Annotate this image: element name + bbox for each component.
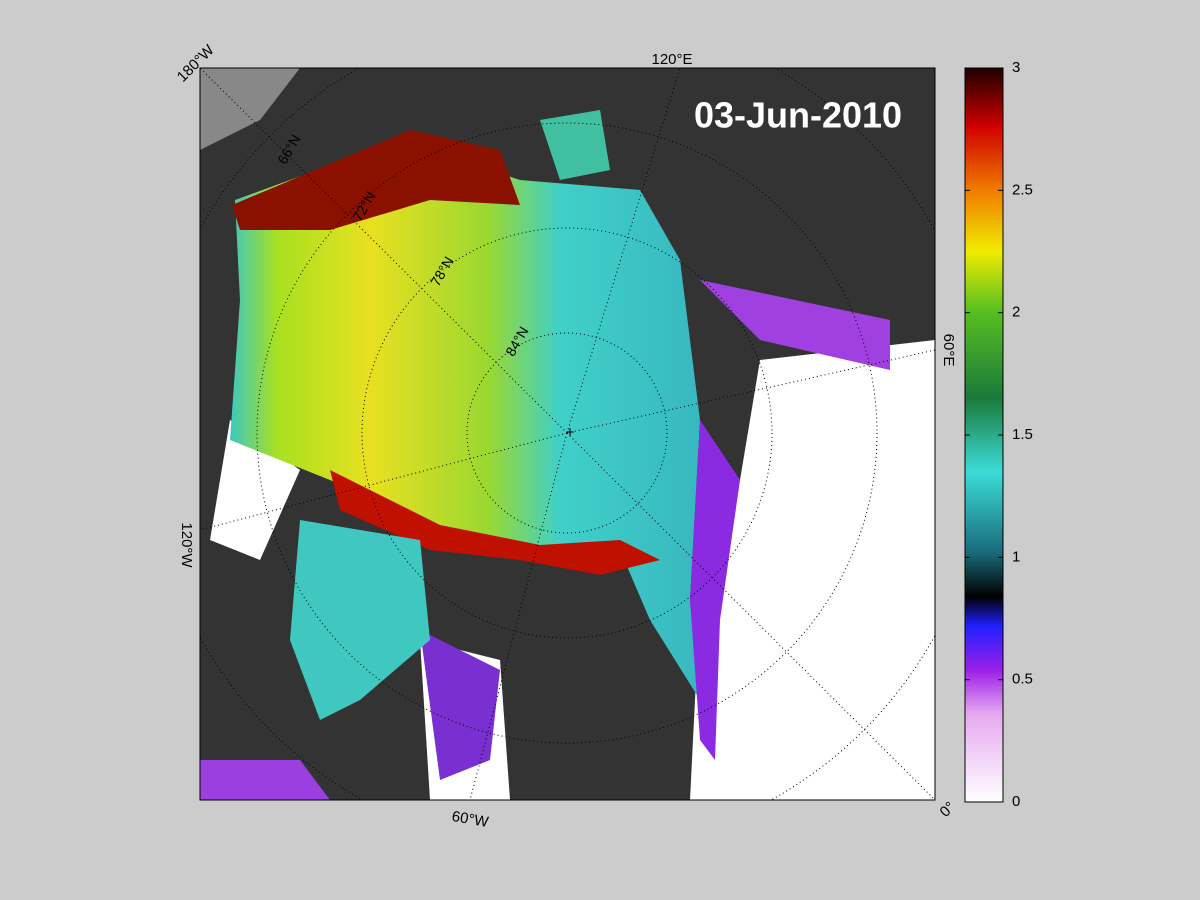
colorbar-tick-label: 1 [1012,548,1020,565]
open-water [690,340,935,800]
longitude-label: 60°W [450,808,490,831]
colorbar-tick-label: 1.5 [1012,426,1033,443]
colorbar-tick-label: 2.5 [1012,181,1033,198]
graticule [200,68,935,800]
longitude-label: 0° [937,799,959,821]
coastal-ice [540,110,610,180]
colorbar-tick-label: 0.5 [1012,671,1033,688]
thin-ice [690,420,740,760]
colorbar-tick-label: 2 [1012,304,1020,321]
thin-ice [420,630,500,780]
thin-ice [200,760,330,800]
colorbar [964,67,1004,803]
pole-marker: + [566,424,575,441]
sea-ice-pack [230,140,700,700]
longitude-label: 60°E [940,334,957,367]
colorbar-tick-label: 3 [1012,59,1020,76]
archipelago-ice [290,520,430,720]
colorbar-tick-label: 0 [1012,793,1020,810]
map-frame [199,67,936,801]
date-label: 03-Jun-2010 [694,95,902,136]
outside-area [200,68,300,150]
longitude-label: 120°E [651,51,692,68]
thin-ice [700,280,890,370]
thick-ice [330,470,660,575]
thick-ice [232,130,520,230]
longitude-label: 120°W [178,522,195,568]
map: + [200,68,935,800]
